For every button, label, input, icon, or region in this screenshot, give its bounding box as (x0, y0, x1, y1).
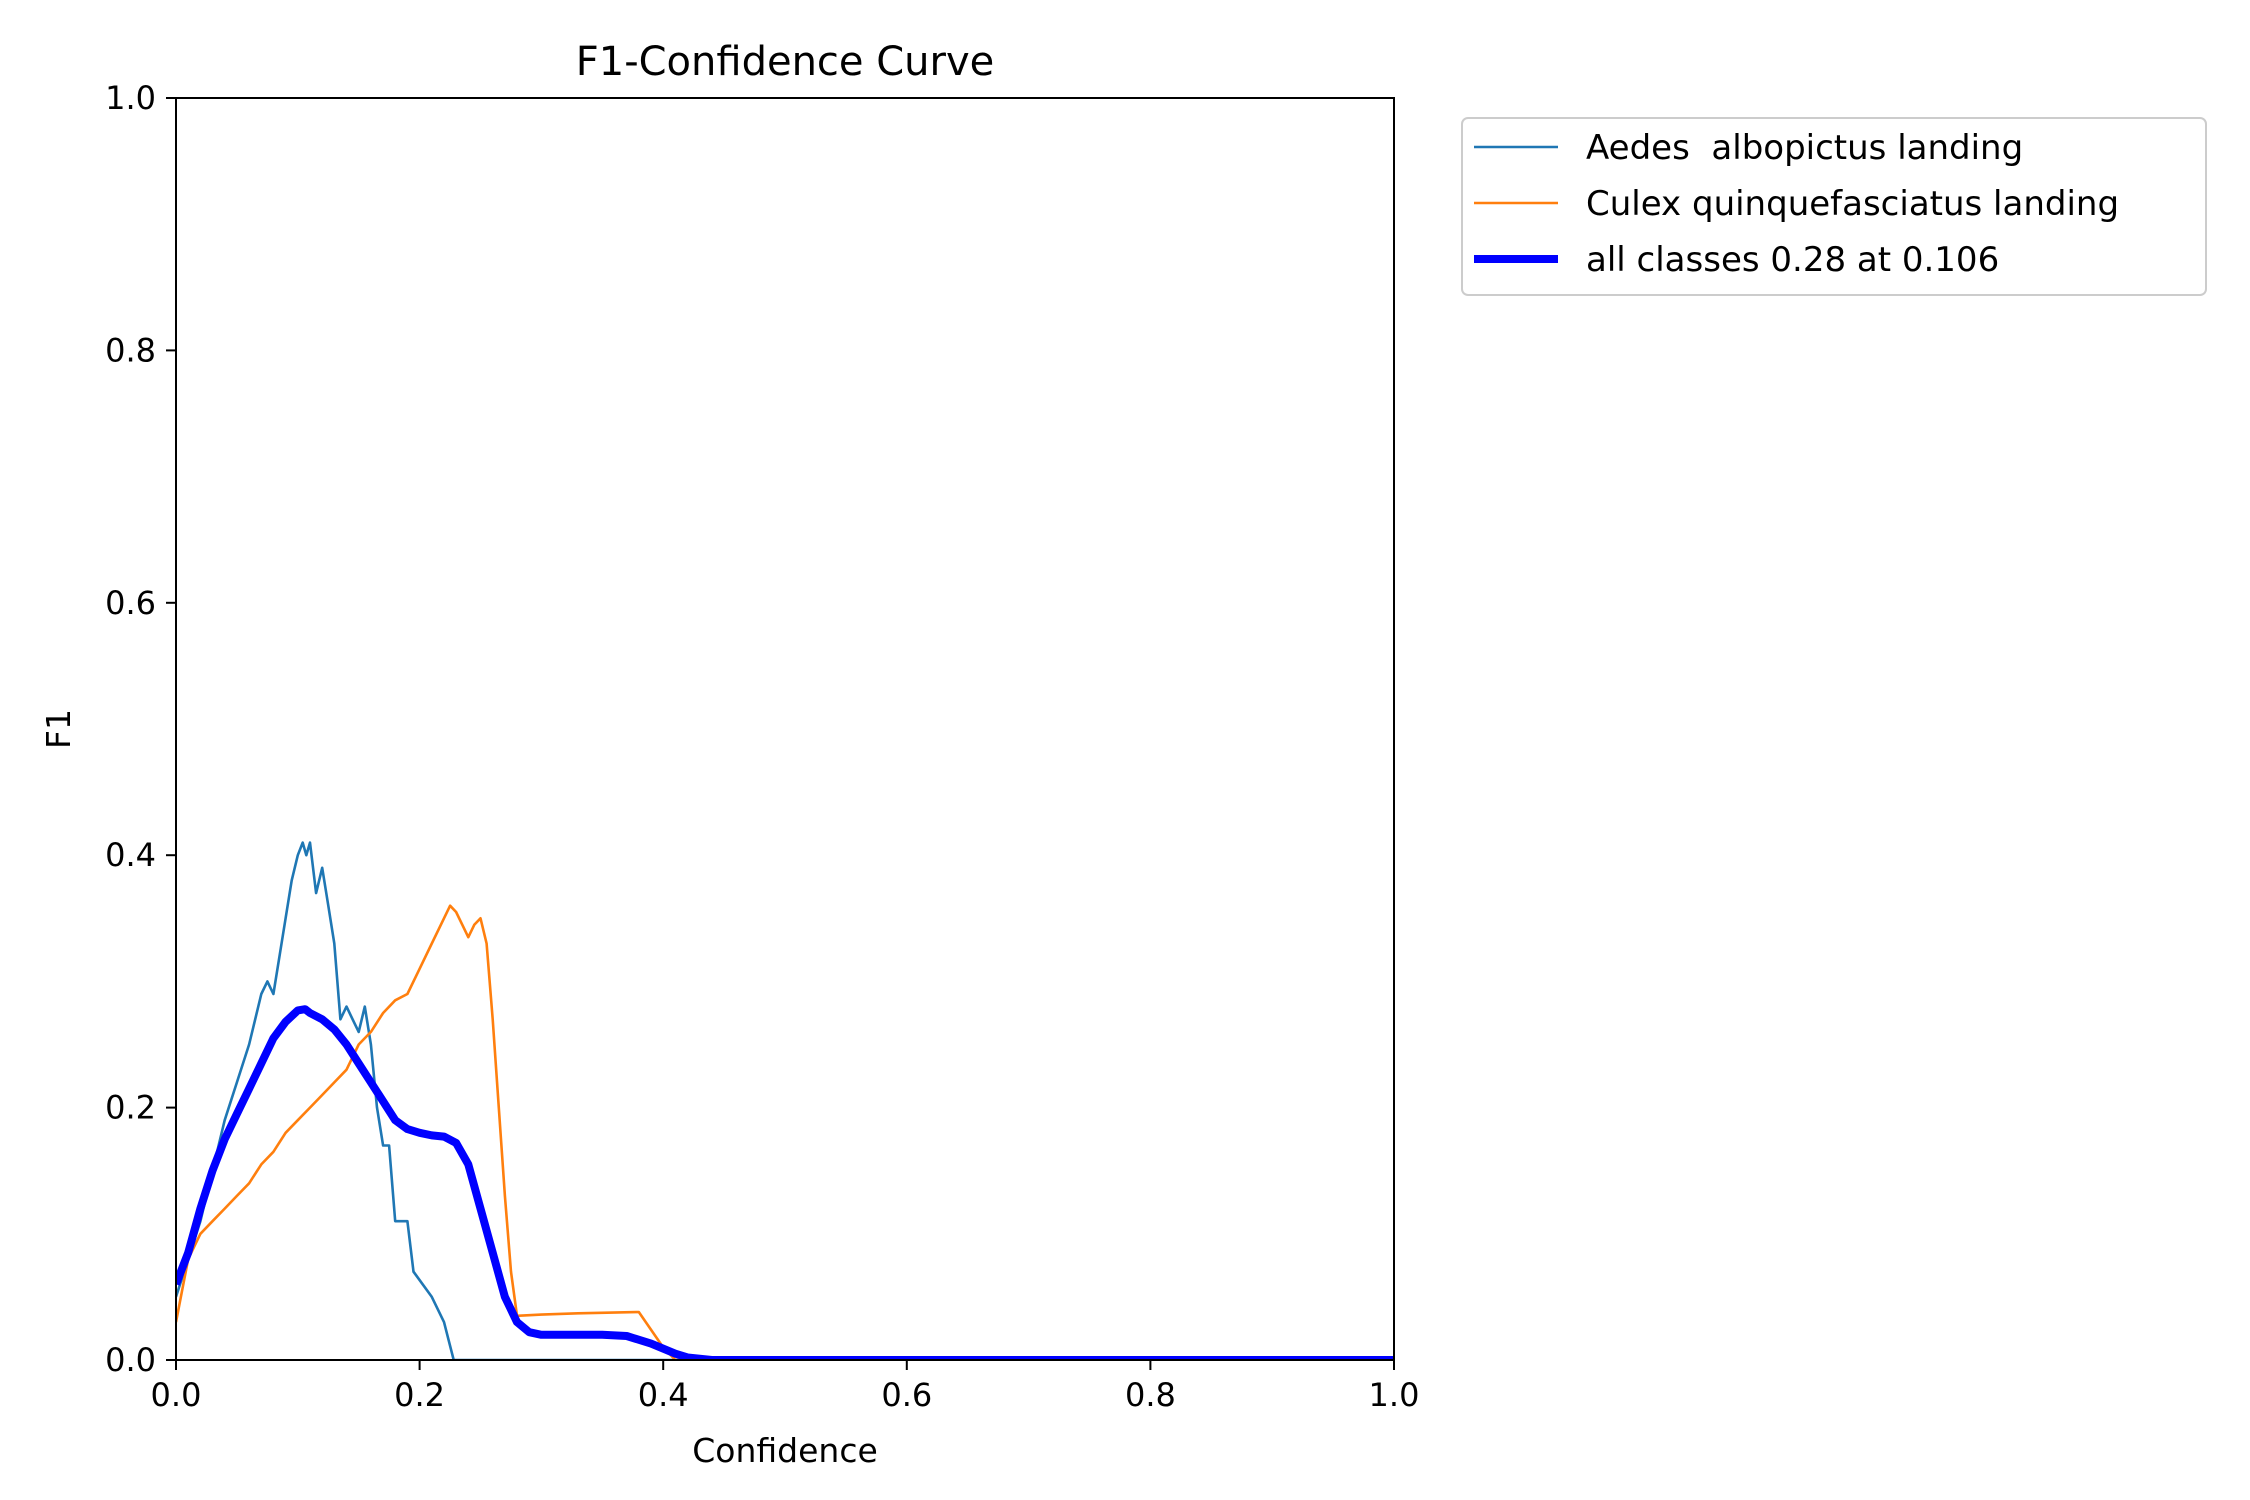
legend: Aedes albopictus landing Culex quinquefas… (1461, 117, 2207, 296)
legend-box (1461, 117, 2207, 296)
y-tick-label: 0.0 (105, 1341, 156, 1379)
series-line-3 (176, 1005, 1394, 1360)
series-layer (176, 841, 1394, 1360)
legend-label-3: all classes 0.28 at 0.106 (1586, 240, 1999, 280)
x-tick-label: 0.0 (151, 1376, 202, 1414)
y-tick-label: 1.0 (105, 79, 156, 117)
y-axis-ticks: 0.0 0.2 0.4 0.6 0.8 1.0 (105, 79, 176, 1379)
x-tick-label: 0.8 (1125, 1376, 1176, 1414)
y-axis-label: F1 (39, 709, 78, 749)
x-axis-ticks: 0.0 0.2 0.4 0.6 0.8 1.0 (151, 1360, 1420, 1414)
x-tick-label: 0.6 (881, 1376, 932, 1414)
legend-items: Aedes albopictus landing Culex quinquefas… (1474, 128, 2119, 280)
x-tick-label: 1.0 (1369, 1376, 1420, 1414)
plot-area (175, 97, 1395, 1361)
series-line-2 (176, 904, 1394, 1360)
y-tick-label: 0.6 (105, 584, 156, 622)
plot-frame (175, 97, 1395, 1361)
y-tick-label: 0.4 (105, 836, 156, 874)
y-tick-label: 0.8 (105, 331, 156, 369)
chart-title: F1-Confidence Curve (576, 39, 995, 85)
legend-label-1: Aedes albopictus landing (1586, 128, 2023, 168)
legend-label-2: Culex quinquefasciatus landing (1586, 184, 2119, 224)
x-axis-label: Confidence (692, 1431, 878, 1470)
x-tick-label: 0.2 (394, 1376, 445, 1414)
y-tick-label: 0.2 (105, 1089, 156, 1127)
x-tick-label: 0.4 (638, 1376, 689, 1414)
series-line-1 (176, 841, 1394, 1360)
